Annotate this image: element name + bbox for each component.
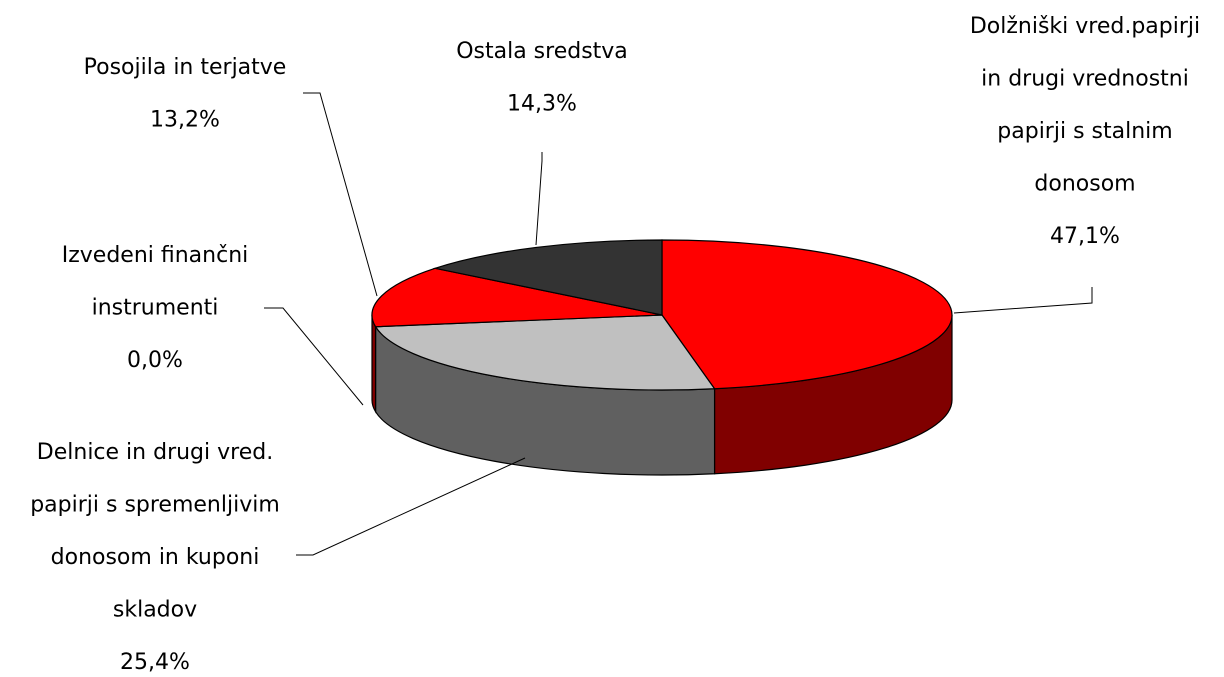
- slice-1-name-line: Dolžniški vred.papirji: [970, 14, 1200, 39]
- slice-1-top: [661, 239, 953, 390]
- slice-2-name-line: skladov: [113, 598, 197, 623]
- slice-5-name-line: Ostala sredstva: [456, 39, 628, 64]
- slice-1-name-line: papirji s stalnim: [997, 119, 1172, 144]
- slice-2-top: [374, 314, 716, 391]
- slice-4-top: [371, 267, 663, 328]
- slice-4-side: [371, 314, 377, 414]
- slice-2-name-line: papirji s spremenljivim: [30, 493, 280, 518]
- slice-5-leader-line: [535, 152, 543, 246]
- slice-1-name-line: donosom: [1034, 172, 1135, 197]
- slice-4-label: Posojila in terjatve 13,2%: [84, 55, 287, 133]
- slice-2-leader-line: [296, 457, 526, 556]
- slice-3-name-line: instrumenti: [92, 296, 219, 321]
- slice-2-value-label: 25,4%: [120, 650, 190, 675]
- slice-3-name-line: Izvedeni finančni: [62, 243, 249, 268]
- slice-5-top: [432, 239, 663, 316]
- pie-tops: [371, 239, 953, 391]
- slice-4-value-label: 13,2%: [150, 108, 220, 133]
- slice-1-leader-line: [953, 287, 1093, 314]
- slice-1-label: Dolžniški vred.papirji in drugi vrednostn…: [970, 14, 1200, 249]
- slice-2-label: Delnice in drugi vred. papirji s spremenl…: [30, 440, 280, 675]
- slice-3-value-label: 0,0%: [127, 348, 183, 373]
- slice-labels: Dolžniški vred.papirji in drugi vrednostn…: [30, 14, 1200, 675]
- slice-1-name-line: in drugi vrednostni: [981, 67, 1189, 92]
- leader-lines: [264, 92, 1093, 556]
- slice-2-name-line: Delnice in drugi vred.: [37, 440, 273, 465]
- slice-5-label: Ostala sredstva 14,3%: [456, 39, 628, 117]
- slice-1-value-label: 47,1%: [1050, 224, 1120, 249]
- slice-3-label: Izvedeni finančni instrumenti 0,0%: [62, 243, 249, 373]
- slice-5-value-label: 14,3%: [507, 92, 577, 117]
- slice-4-name-line: Posojila in terjatve: [84, 55, 287, 80]
- slice-3-leader-line: [264, 307, 364, 406]
- slice-4-leader-line: [303, 92, 378, 297]
- slice-2-name-line: donosom in kuponi: [51, 545, 260, 570]
